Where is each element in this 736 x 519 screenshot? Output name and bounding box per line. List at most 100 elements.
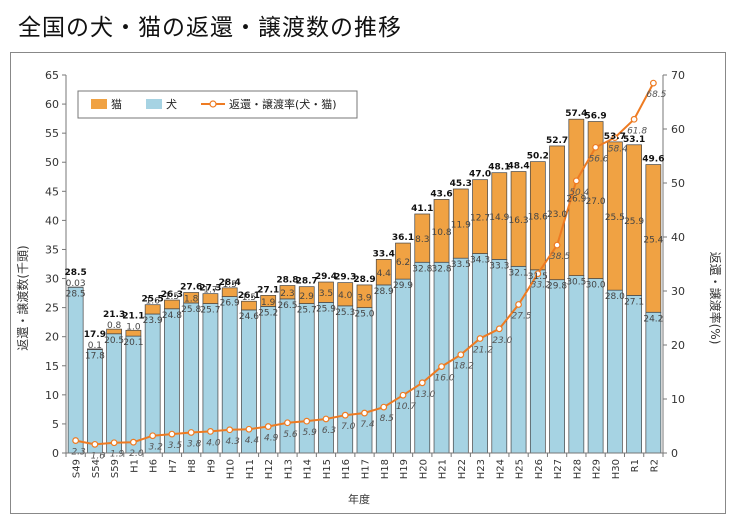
rate-value-label: 4.4 <box>245 436 260 446</box>
y-tick-label: 10 <box>45 389 59 402</box>
y-tick-label: 25 <box>45 302 59 315</box>
bar-dog <box>395 278 411 454</box>
bar-cat <box>260 295 277 307</box>
y-tick-label: 20 <box>45 331 59 344</box>
x-tick-label: H9 <box>206 459 217 473</box>
x-tick-label: H7 <box>168 459 179 473</box>
legend-swatch-cat <box>91 99 107 109</box>
cat-value-label: 25.5 <box>605 213 625 223</box>
dog-value-label: 25.2 <box>258 308 278 318</box>
rate-value-label: 3.2 <box>148 443 163 453</box>
rate-point <box>322 415 330 423</box>
dog-value-label: 26.9 <box>220 299 240 309</box>
bar-series <box>67 118 662 454</box>
bar-dog <box>529 269 546 454</box>
dog-value-label: 20.5 <box>104 336 124 346</box>
dog-value-label: 32.1 <box>509 268 529 278</box>
rate-point <box>361 409 368 417</box>
total-value-label: 27.3 <box>199 284 221 294</box>
total-value-label: 52.7 <box>546 136 568 146</box>
rate-point <box>226 426 234 434</box>
bar-dog <box>356 307 373 454</box>
rate-point <box>476 335 484 342</box>
cat-value-label: 1.9 <box>261 298 276 308</box>
legend-label-dog: 犬 <box>166 97 177 111</box>
cat-value-label: 1.0 <box>126 322 141 332</box>
x-tick-label: H8 <box>187 459 198 473</box>
bar-cat <box>510 171 527 267</box>
rate-point <box>553 241 561 249</box>
rate-point <box>245 425 253 433</box>
y-tick-label: 5 <box>52 418 59 431</box>
dog-value-label: 30.0 <box>586 281 606 291</box>
y2-tick-label: 40 <box>671 231 685 244</box>
rate-point <box>572 177 580 185</box>
dog-value-label: 17.8 <box>85 351 105 361</box>
total-value-label: 28.9 <box>353 275 375 285</box>
bar-cat <box>549 145 565 281</box>
total-value-label: 48.4 <box>507 162 529 172</box>
bar-cat <box>106 328 123 335</box>
y2-axis-title: 返還・譲渡率(%) <box>708 252 723 345</box>
total-value-label: 50.2 <box>527 152 549 162</box>
dog-value-label: 23.9 <box>143 316 163 326</box>
rate-value-label: 61.8 <box>627 126 647 136</box>
cat-value-label: 8.3 <box>415 235 429 245</box>
y-tick-label: 45 <box>45 185 59 198</box>
x-tick-label: H24 <box>495 459 506 479</box>
rate-value-label: 18.2 <box>454 362 474 372</box>
dog-value-label: 25.7 <box>200 306 220 316</box>
x-axis: S49 S54 S59 H1 H6 H7 H8 H9 H10 H11 H12 H13 H14 H15 H16… <box>65 452 664 479</box>
y-axis-left: 0 5 10 15 20 25 30 35 40 45 50 55 60 65 <box>45 69 67 460</box>
total-value-label: 41.1 <box>411 204 433 214</box>
total-value-label: 21.1 <box>122 311 144 321</box>
bar-cat <box>202 293 219 304</box>
x-tick-label: S54 <box>91 459 102 478</box>
cat-value-label: 1.8 <box>184 295 199 305</box>
cat-value-label: 18.6 <box>528 213 548 223</box>
y2-tick-label: 10 <box>671 393 685 406</box>
total-value-label: 48.1 <box>488 163 510 173</box>
rate-point <box>592 143 599 151</box>
total-value-label: 27.1 <box>257 285 279 295</box>
x-tick-label: H6 <box>149 459 160 473</box>
legend: 猫 犬 返還・譲渡率(犬・猫) <box>77 90 358 119</box>
bar-cat <box>279 285 296 300</box>
total-value-label: 28.4 <box>219 278 241 288</box>
bar-cat <box>645 164 662 313</box>
rate-value-label: 16.0 <box>435 374 455 384</box>
cat-value-label: 12.7 <box>470 214 490 224</box>
bar-cat <box>298 286 315 304</box>
dog-value-label: 20.1 <box>123 338 143 348</box>
bar-dog <box>645 311 662 454</box>
rate-value-label: 13.0 <box>415 390 435 400</box>
bar-cat <box>183 292 200 304</box>
y-tick-label: 50 <box>45 156 59 169</box>
bar-cat <box>356 284 373 308</box>
rate-value-label: 27.5 <box>512 312 532 322</box>
rate-value-label: 7.0 <box>341 422 356 432</box>
bar-dog <box>587 278 604 454</box>
bar-cat <box>414 213 431 263</box>
total-value-label: 43.6 <box>430 189 452 199</box>
total-value-label: 45.3 <box>450 179 472 189</box>
page-title: 全国の犬・猫の返還・譲渡数の推移 <box>18 15 402 41</box>
x-tick-label: H13 <box>283 459 294 479</box>
total-value-label: 47.0 <box>469 170 491 180</box>
bar-cat <box>529 161 546 271</box>
bar-dog <box>568 275 585 454</box>
dog-value-label: 32.8 <box>412 264 432 274</box>
rate-value-label: 2.0 <box>129 449 144 459</box>
rate-value-label: 3.8 <box>187 439 202 449</box>
rate-point <box>207 428 214 435</box>
rate-point <box>630 115 638 123</box>
y2-tick-label: 50 <box>671 177 685 190</box>
cat-value-label: 26.9 <box>566 194 586 204</box>
rate-value-label: 33.2 <box>531 281 551 291</box>
x-tick-label: H12 <box>264 459 275 479</box>
y-tick-label: 0 <box>52 447 59 460</box>
bar-cat <box>164 299 180 310</box>
total-value-label: 57.4 <box>565 109 587 119</box>
dog-value-label: 29.8 <box>547 282 567 292</box>
